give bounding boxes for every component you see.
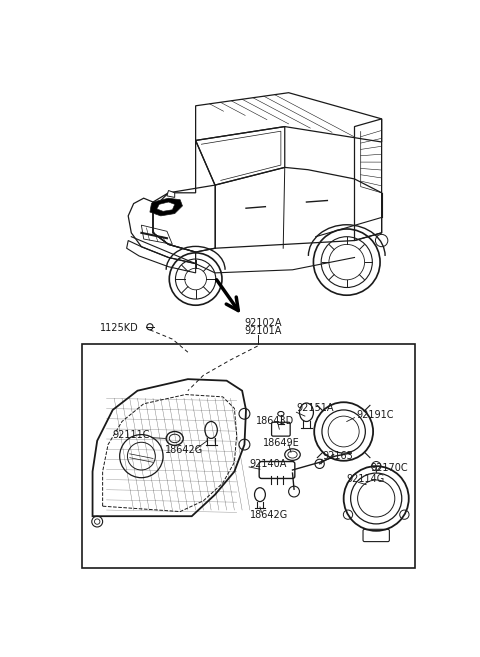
Polygon shape: [167, 191, 175, 197]
Polygon shape: [150, 198, 182, 216]
Bar: [82, 344, 415, 568]
Text: 92163: 92163: [322, 451, 353, 461]
Text: 92114G: 92114G: [347, 474, 385, 484]
Text: 92101A: 92101A: [244, 327, 282, 336]
Text: 92111C: 92111C: [113, 430, 150, 440]
Text: 18649E: 18649E: [263, 438, 300, 448]
Polygon shape: [157, 202, 175, 212]
Text: 18643D: 18643D: [256, 417, 294, 426]
Text: 92151A: 92151A: [296, 403, 334, 413]
Text: 18642G: 18642G: [165, 445, 203, 455]
Text: 92170C: 92170C: [370, 463, 408, 472]
Text: 92191C: 92191C: [356, 409, 394, 420]
Text: 1125KD: 1125KD: [100, 323, 139, 332]
Text: 92140A: 92140A: [250, 459, 287, 469]
Text: 92102A: 92102A: [244, 318, 282, 328]
Text: 18642G: 18642G: [250, 510, 288, 520]
